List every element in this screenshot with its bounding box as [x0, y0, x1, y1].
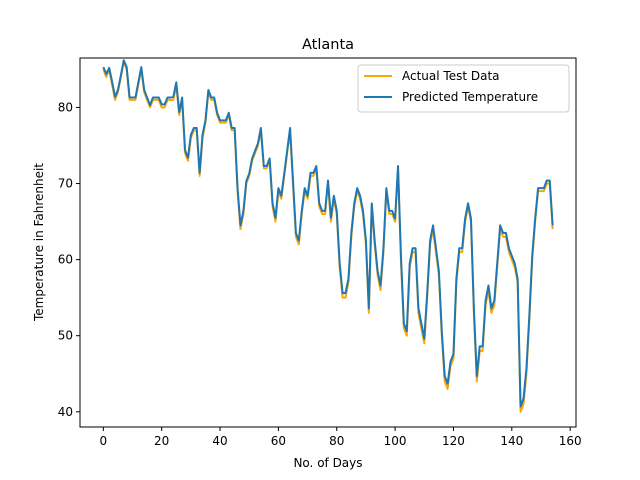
x-axis: 0 20 40 60 80 100 120 140 160 — [100, 427, 582, 448]
y-tick-label: 70 — [58, 177, 73, 191]
x-tick-label: 0 — [100, 434, 108, 448]
x-tick-label: 80 — [329, 434, 344, 448]
y-tick-label: 60 — [58, 253, 73, 267]
x-tick-label: 20 — [154, 434, 169, 448]
x-axis-title: No. of Days — [293, 456, 362, 470]
x-tick-label: 140 — [500, 434, 523, 448]
x-tick-label: 120 — [442, 434, 465, 448]
legend-box — [357, 64, 570, 113]
legend: Actual Test Data Predicted Temperature — [357, 64, 570, 113]
legend-label-actual: Actual Test Data — [402, 69, 500, 83]
y-axis: 40 50 60 70 80 — [58, 100, 80, 419]
y-tick-label: 80 — [58, 100, 73, 114]
series-line-predicted — [102, 59, 554, 408]
y-tick-label: 40 — [58, 405, 73, 419]
chart-title: Atlanta — [302, 37, 354, 53]
x-tick-label: 40 — [212, 434, 227, 448]
plot-area — [102, 59, 554, 413]
x-tick-label: 60 — [271, 434, 286, 448]
x-tick-label: 160 — [559, 434, 582, 448]
x-tick-label: 100 — [384, 434, 407, 448]
y-tick-label: 50 — [58, 329, 73, 343]
legend-label-predicted: Predicted Temperature — [402, 90, 538, 104]
plot-frame — [79, 57, 577, 428]
y-axis-title: Temperature in Fahrenheit — [32, 163, 46, 322]
